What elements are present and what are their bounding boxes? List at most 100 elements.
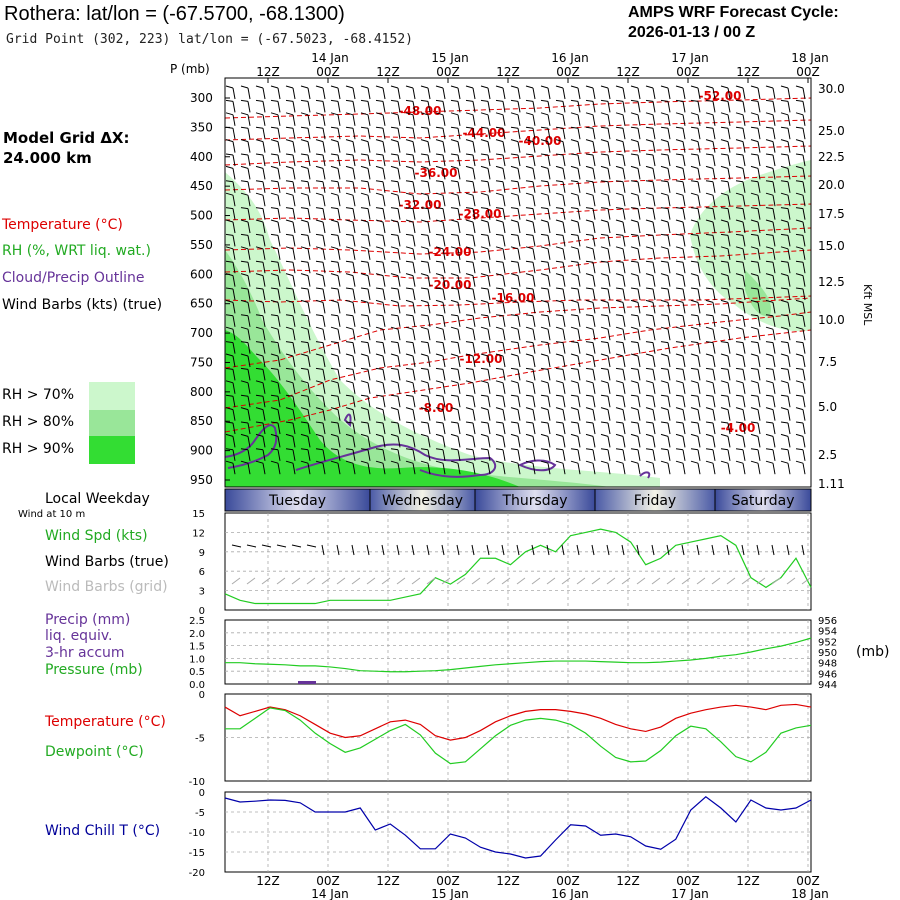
wind-barb-feather <box>795 192 804 196</box>
wind-barb <box>622 355 626 368</box>
wind-barb-feather <box>600 153 609 156</box>
wind-barb <box>517 128 521 140</box>
wind-barb <box>487 248 491 260</box>
wind-barb-feather <box>510 139 519 143</box>
wind-barb-feather <box>615 165 624 169</box>
wind-barb <box>622 195 626 207</box>
wind-barb <box>637 181 641 193</box>
wind-barb-feather <box>750 407 759 411</box>
wind-barb <box>727 128 731 140</box>
wind-barb-feather <box>510 219 519 223</box>
wind-barb-feather <box>525 380 534 384</box>
wind-barb-feather <box>435 112 444 116</box>
wind-barb <box>397 128 401 140</box>
wind-barb <box>562 181 566 193</box>
wind-barb <box>307 208 311 220</box>
wind-barb <box>652 195 656 207</box>
wind-barb <box>577 128 581 140</box>
wind-barb <box>667 463 671 475</box>
wind-barb <box>772 221 776 234</box>
wind-barb <box>637 275 641 287</box>
wind-barb <box>427 114 431 126</box>
wind-barb <box>232 355 236 368</box>
wind-barb-feather <box>390 233 399 236</box>
wind-barb <box>712 315 716 327</box>
wind-barb <box>787 329 791 341</box>
wind-barb <box>592 154 596 167</box>
wind-barb <box>382 463 386 475</box>
wind-barb <box>517 369 521 381</box>
wind-barb <box>562 436 566 448</box>
wind-barb <box>412 355 416 368</box>
wind-barb <box>547 436 551 448</box>
wind-barb-feather <box>645 180 654 183</box>
wind-barb <box>697 114 701 126</box>
wind-barb-feather <box>540 246 549 250</box>
wind-barb-feather <box>675 126 684 129</box>
wind-barb <box>532 355 536 368</box>
wind-barb-feather <box>795 341 804 344</box>
wind-barb-feather <box>405 207 414 210</box>
wind-barb-feather <box>540 233 549 236</box>
wind-barb <box>592 248 596 260</box>
wind-barb <box>382 101 386 113</box>
grid-wind-barb <box>501 577 511 585</box>
wind-barb <box>412 181 416 193</box>
wind-barb <box>667 382 671 394</box>
wind-barb <box>457 154 461 167</box>
wind-barb-feather <box>435 433 444 437</box>
wind-barb-feather <box>450 192 459 196</box>
wind-barb-feather <box>420 433 429 437</box>
surface-wind-barb <box>801 544 805 556</box>
wind-barb <box>262 208 266 220</box>
wind-barb <box>502 101 506 113</box>
surface-wind-barb <box>261 544 272 548</box>
wind-barb <box>277 195 281 207</box>
wind-barb-feather <box>750 260 759 263</box>
wind-barb-feather <box>690 341 699 344</box>
wind-barb-feather <box>345 407 354 411</box>
wind-barb-feather <box>405 394 414 397</box>
wind-barb-feather <box>615 99 624 102</box>
wind-barb-feather <box>570 246 579 250</box>
wind-barb <box>232 141 236 153</box>
wind-barb-feather <box>570 219 579 223</box>
wind-barb <box>607 195 611 207</box>
wind-barb <box>367 154 371 167</box>
wind-barb <box>742 235 746 247</box>
wind-barb-feather <box>270 246 279 250</box>
wind-barb <box>727 449 731 461</box>
wind-barb <box>802 195 806 207</box>
grid-wind-barb <box>636 577 646 585</box>
wind-barb-feather <box>390 299 399 303</box>
wind-barb-feather <box>555 99 564 102</box>
wind-barb-feather <box>450 153 459 156</box>
wind-barb-feather <box>720 367 729 370</box>
wind-barb <box>487 262 491 274</box>
wind-barb <box>367 221 371 234</box>
wind-barb <box>322 463 326 475</box>
wind-barb-feather <box>375 448 384 451</box>
wind-barb <box>607 235 611 247</box>
wind-barb <box>427 168 431 180</box>
weekday-label: Wednesday <box>382 493 463 509</box>
wind-barb <box>457 288 461 301</box>
wind-barb <box>457 329 461 341</box>
wind-barb <box>787 396 791 408</box>
wind-barb <box>487 208 491 220</box>
height-tick-label: 1.11 <box>818 477 845 491</box>
wind-barb-feather <box>795 99 804 102</box>
wind-barb-feather <box>735 85 744 89</box>
wind-barb <box>742 382 746 394</box>
wind-barb <box>757 355 761 368</box>
wind-barb-feather <box>390 260 399 263</box>
wind-barb-feather <box>750 448 759 451</box>
wind-barb <box>547 114 551 126</box>
wind-barb <box>697 208 701 220</box>
wind-barb-feather <box>360 326 369 330</box>
wind-barb-feather <box>750 153 759 156</box>
wind-barb-feather <box>390 433 399 437</box>
wind-barb <box>772 141 776 153</box>
wind-barb-feather <box>225 421 234 424</box>
wind-barb <box>457 449 461 461</box>
